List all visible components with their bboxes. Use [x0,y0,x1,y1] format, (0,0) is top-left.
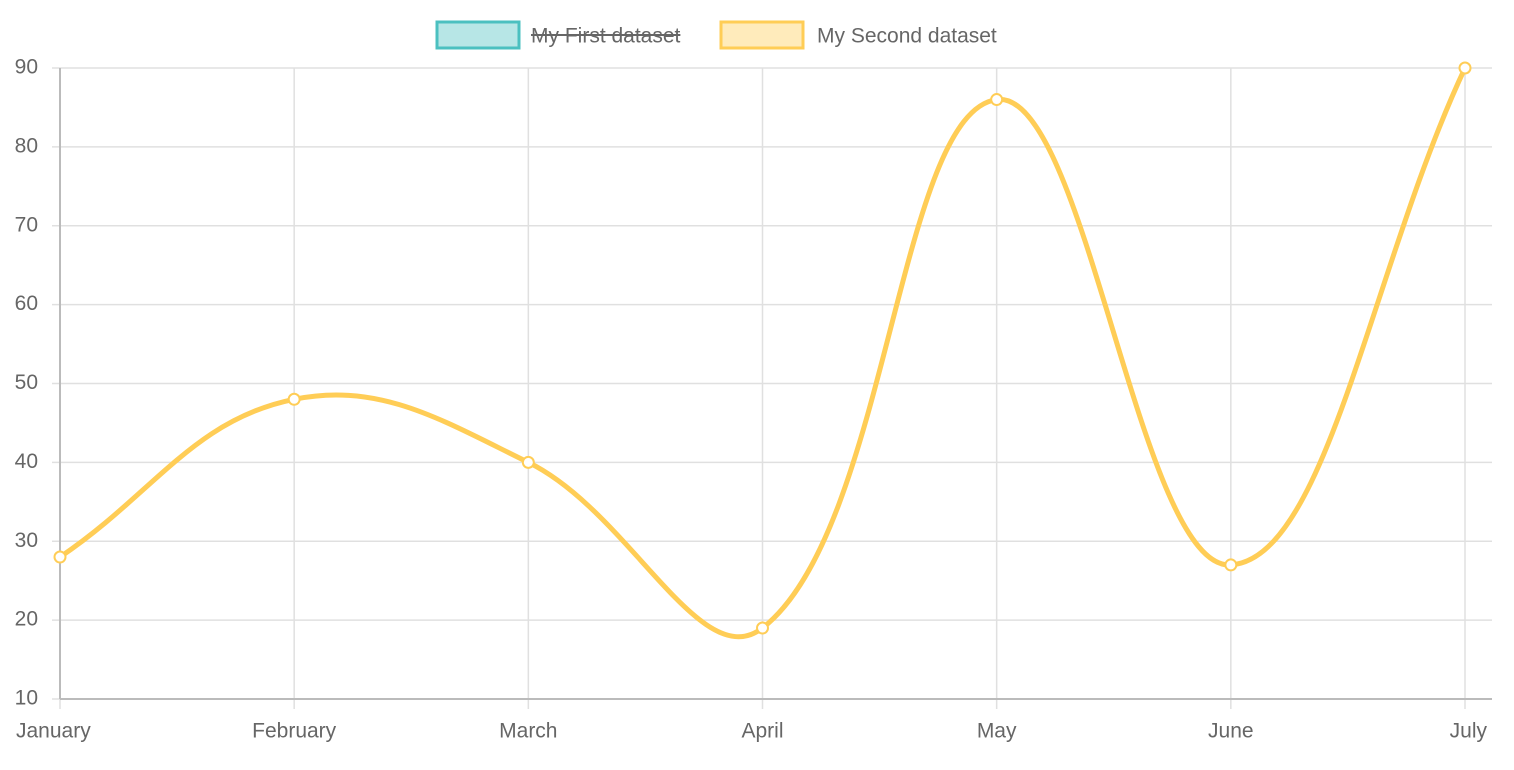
y-tick-label: 80 [15,134,38,157]
y-tick-label: 30 [15,529,38,552]
y-tick-label: 40 [15,450,38,473]
x-tick-label: April [741,720,783,743]
y-tick-label: 20 [15,608,38,631]
x-tick-label: June [1208,720,1254,743]
x-tick-label: February [252,720,337,743]
y-tick-label: 60 [15,292,38,315]
y-tick-label: 10 [15,687,38,710]
x-tick-label: July [1450,720,1488,743]
y-tick-label: 90 [15,56,38,79]
point [1458,61,1472,75]
point [53,550,67,564]
x-tick-label: May [977,720,1017,743]
legend-swatch [719,20,805,50]
y-tick-label: 70 [15,213,38,236]
legend-swatch [435,20,521,50]
point [1224,558,1238,572]
y-tick-label: 50 [15,371,38,394]
legend-label: My Second dataset [817,25,997,48]
point [990,93,1004,107]
point [287,392,301,406]
x-tick-label: January [16,720,91,743]
point [756,621,769,635]
x-tick-label: March [499,720,557,743]
legend-label: My First dataset [531,25,681,48]
point [521,455,535,469]
line [58,66,1468,639]
